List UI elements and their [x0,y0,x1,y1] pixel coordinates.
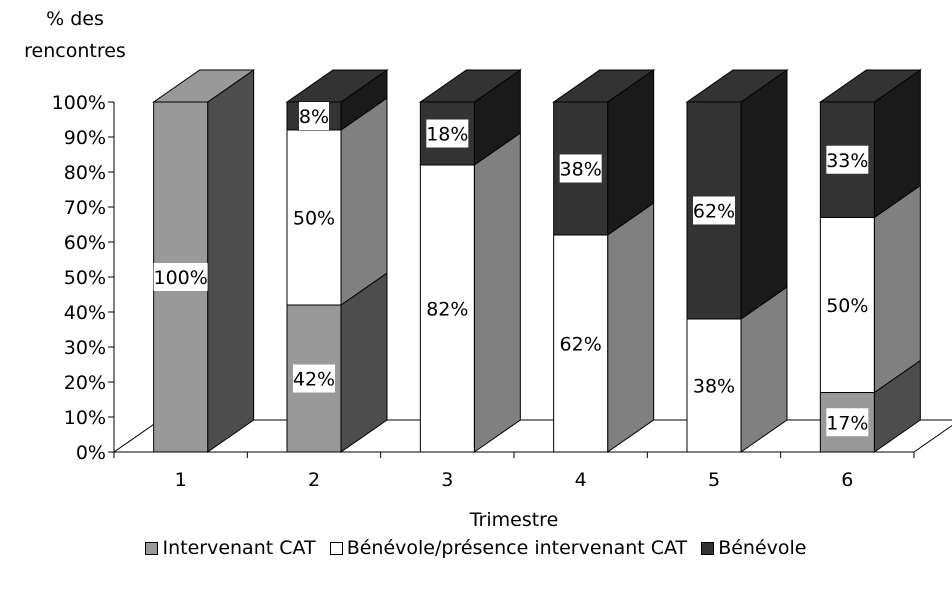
bar-segment-side [207,69,255,453]
data-label: 17% [826,412,868,434]
data-label: 50% [826,295,868,317]
data-label-box [826,291,869,319]
data-label-box [153,263,208,291]
legend-label-benevole: Bénévole [718,537,807,559]
x-tick-label: 6 [841,469,853,491]
data-label-box [693,371,735,400]
data-label: 8% [299,106,329,128]
bar-segment-side [473,132,521,453]
data-label-box [426,119,469,148]
y-axis-title-line-2: rencontres [24,40,126,62]
x-tick-label: 4 [575,469,587,491]
x-axis-title: Trimestre [469,509,559,530]
data-label-box [826,145,869,174]
data-label-box [293,364,335,393]
y-tick-label: 70% [64,197,106,219]
data-label-box [559,329,602,358]
bar-top-face [152,69,256,103]
legend-swatch-benevole [701,542,715,555]
legend-label-intervenant: Intervenant CAT [162,537,316,559]
data-label: 38% [560,159,602,181]
legend-item-benevole-presence: Bénévole/présence intervenant CAT [329,537,688,559]
bar-top-face [552,69,656,103]
bar-segment-side [340,97,388,306]
data-label: 100% [154,267,208,289]
data-label: 82% [426,299,468,321]
y-tick-label: 100% [52,92,106,114]
data-label-box [299,102,329,130]
data-label: 33% [826,150,868,172]
y-tick-label: 20% [64,372,106,394]
bar-segment-side [740,69,788,320]
data-label: 18% [426,124,468,146]
x-tick-label: 3 [441,469,453,491]
y-tick-label: 60% [64,232,106,254]
legend-label-benevole-presence: Bénévole/présence intervenant CAT [346,537,688,559]
y-tick-label: 80% [64,162,106,184]
y-tick-label: 30% [64,337,106,359]
bar-segment-side [607,202,655,453]
data-label: 62% [560,334,602,356]
bar-segment-side [873,184,921,394]
y-axis-title-line-1: % des [46,8,104,30]
legend-item-intervenant: Intervenant CAT [145,537,316,559]
legend: Intervenant CAT Bénévole/présence interv… [0,537,952,559]
bar-top-face [685,69,789,103]
bar-top-face [418,69,522,103]
data-label: 38% [693,376,735,398]
y-tick-label: 10% [64,407,106,429]
x-tick-label: 5 [708,469,720,491]
bar-top-face [818,69,922,103]
data-label-box [559,154,602,183]
x-tick-label: 2 [308,469,320,491]
data-label-box [426,294,469,323]
data-label-box [826,408,869,437]
x-tick-label: 1 [175,469,187,491]
legend-swatch-benevole-presence [329,542,343,555]
data-label: 42% [293,369,335,391]
data-label-box [293,203,335,232]
data-label-box [693,196,735,225]
data-label: 62% [693,201,735,223]
y-tick-label: 40% [64,302,106,324]
data-label: 50% [293,208,335,230]
y-tick-label: 0% [76,442,106,464]
legend-swatch-intervenant [145,542,159,555]
y-tick-label: 90% [64,127,106,149]
legend-item-benevole: Bénévole [701,537,807,559]
stacked-3d-bar-chart: 0% 10% 20% 30% 40% 50% 60% 70% 80% 90% 100% 1 2 3 4 5 6 T… [52,69,952,530]
y-tick-label: 50% [64,267,106,289]
